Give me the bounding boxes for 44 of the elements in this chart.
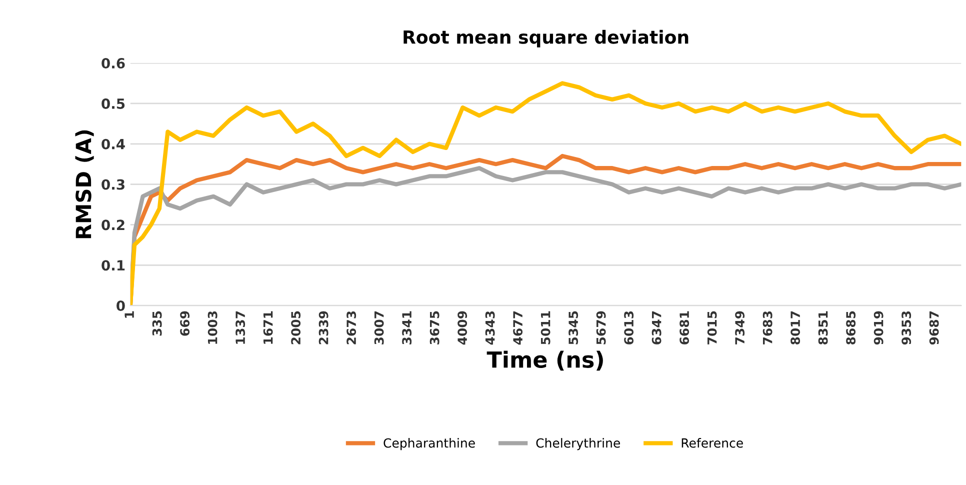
x-tick-label: 9019 <box>874 311 884 345</box>
y-tick-label: 0.5 <box>102 98 125 109</box>
legend-label: Reference <box>682 438 743 448</box>
line-series <box>130 81 962 306</box>
x-tick-label: 1337 <box>236 311 246 344</box>
x-tick-label: 5011 <box>540 311 550 344</box>
x-axis-title: Time (ns) <box>486 350 603 371</box>
x-tick-label: 2005 <box>291 311 301 344</box>
x-tick-label: 9687 <box>929 311 939 345</box>
x-tick-label: 8017 <box>790 311 800 344</box>
x-tick-label: 9353 <box>902 311 912 345</box>
x-tick-label: 5679 <box>596 311 606 344</box>
x-tick-label: 6347 <box>652 311 662 344</box>
y-tick-label: 0.2 <box>102 220 124 230</box>
x-tick-label: 669 <box>180 311 190 336</box>
y-tick-label: 0 <box>116 300 125 312</box>
y-tick-label: 0.1 <box>102 260 125 271</box>
x-tick-label: 3341 <box>402 311 412 344</box>
legend-label: Cepharanthine <box>384 438 475 450</box>
x-tick-label: 1 <box>124 311 134 318</box>
x-tick-label: 5345 <box>568 311 578 344</box>
x-tick-label: 7683 <box>762 311 772 344</box>
y-tick-label: 0.3 <box>102 179 124 190</box>
x-tick-label: 1003 <box>208 311 218 344</box>
chart-title: Root mean square deviation <box>404 30 688 48</box>
x-tick-label: 2673 <box>346 311 356 344</box>
x-tick-label: 6013 <box>624 311 634 344</box>
x-tick-label: 3007 <box>374 311 384 344</box>
x-tick-label: 2339 <box>318 311 328 344</box>
x-tick-label: 7349 <box>735 311 745 344</box>
x-tick-label: 4343 <box>485 311 495 345</box>
x-tick-label: 7015 <box>707 311 717 344</box>
x-tick-label: 1671 <box>263 311 273 344</box>
x-tick-label: 6681 <box>680 311 690 344</box>
y-axis-title: RMSD (A) <box>75 130 94 238</box>
x-tick-label: 3675 <box>430 311 440 344</box>
x-tick-label: 4009 <box>458 311 468 345</box>
y-tick-label: 0.4 <box>102 138 125 150</box>
legend-label: Chelerythrine <box>536 438 620 450</box>
y-tick-label: 0.6 <box>102 58 125 69</box>
x-tick-label: 8351 <box>818 311 828 344</box>
x-tick-label: 335 <box>152 311 162 336</box>
x-tick-label: 8685 <box>846 311 856 344</box>
x-tick-label: 4677 <box>513 311 523 345</box>
